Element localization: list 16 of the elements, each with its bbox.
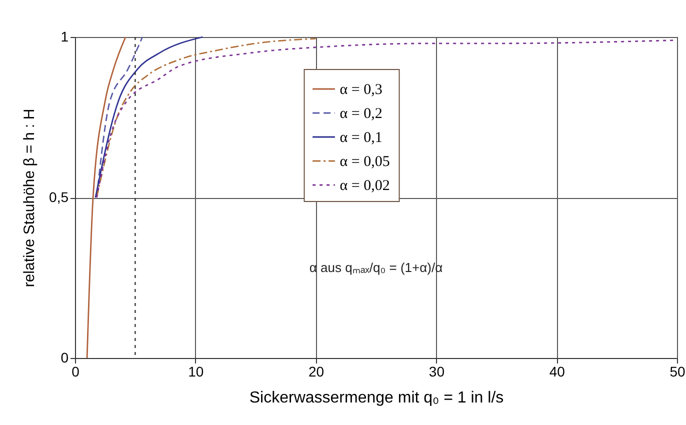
x-tick-label: 10 [188, 364, 204, 380]
y-tick-label: 0,5 [49, 189, 69, 205]
x-tick-label: 30 [428, 364, 445, 380]
x-tick-label: 0 [72, 364, 80, 380]
y-tick-label: 1 [60, 28, 69, 44]
x-tick-label: 20 [308, 364, 324, 380]
legend-label: α = 0,05 [340, 154, 390, 170]
y-tick-label: 0 [60, 350, 69, 366]
x-tick-label: 40 [549, 364, 566, 380]
legend-label: α = 0,2 [340, 106, 382, 122]
legend-label: α = 0,3 [340, 82, 382, 98]
x-tick-label: 50 [670, 364, 686, 380]
y-axis-title: relative Stauhöhe β = h : H [21, 108, 38, 288]
legend-label: α = 0,1 [340, 130, 382, 146]
legend-label: α = 0,02 [340, 178, 390, 194]
x-axis-title: Sickerwassermenge mit q₀ = 1 in l/s [249, 390, 504, 406]
